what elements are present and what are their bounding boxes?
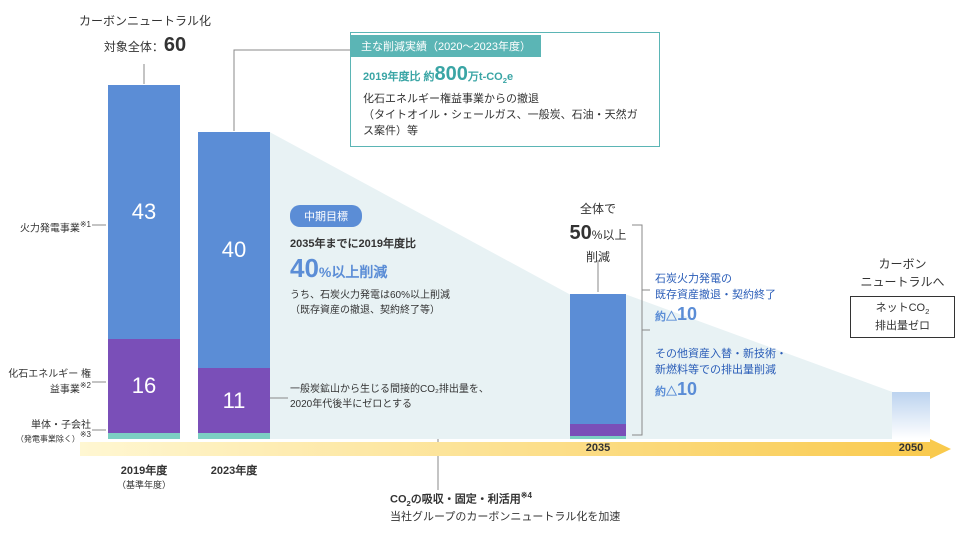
callout-results-title: 主な削減実績（2020〜2023年度） <box>351 35 541 57</box>
callout-results: 主な削減実績（2020〜2023年度） 2019年度比 約800万t-CO2e … <box>350 32 660 147</box>
callout-results-headline: 2019年度比 約800万t-CO2e <box>363 63 647 86</box>
xlabel-2019: 2019年度（基準年度） <box>96 462 192 491</box>
bar-2019-kaseki: 16 <box>108 339 180 433</box>
bar-2035-karyoku <box>570 294 626 424</box>
xlabel-2023: 2023年度 <box>188 462 280 478</box>
bracket-item-1: 石炭火力発電の 既存資産撤退・契約終了 約△10 <box>655 270 825 325</box>
x-axis <box>80 439 951 459</box>
bar-2035-kaseki <box>570 424 626 436</box>
bracket-item-2: その他資産入替・新技術・ 新燃料等での排出量削減 約△10 <box>655 345 825 400</box>
xlabel-2035: 2035 <box>548 442 648 454</box>
callout-results-body: 化石エネルギー権益事業からの撤退 （タイトオイル・シェールガス、一般炭、石油・天… <box>363 90 647 138</box>
annot-2019-total: カーボンニュートラル化 対象全体：60 <box>70 12 220 60</box>
midgoal-line1: 2035年までに2019年度比 <box>290 235 520 251</box>
netzero-box: ネットCO2排出量ゼロ <box>850 296 955 338</box>
carbon-neutral-chart: 火力発電事業※1 化石エネルギー 権益事業※2 単体・子会社（発電事業除く）※3… <box>0 0 961 546</box>
annot-2050: カーボン ニュートラルへ ネットCO2排出量ゼロ <box>850 255 955 338</box>
bar-2019-karyoku: 43 <box>108 85 180 339</box>
annot-2035: 全体で 50%以上 削減 <box>548 200 648 266</box>
xlabel-2050: 2050 <box>876 442 946 454</box>
midgoal-block: 中期目標 2035年までに2019年度比 40%以上削減 うち、石炭火力発電は6… <box>290 205 520 316</box>
bar-2023-karyoku: 40 <box>198 132 270 368</box>
midgoal-sub: うち、石炭火力発電は60%以上削減 （既存資産の撤退、契約終了等） <box>290 286 520 316</box>
coal-mine-note: 一般炭鉱山から生じる間接的CO₂排出量を、 2020年代後半にゼロとする <box>290 380 540 410</box>
timeline-arrow <box>80 439 951 459</box>
midgoal-pct: 40%以上削減 <box>290 253 520 284</box>
footer-note: CO2の吸収・固定・利活用※4 当社グループのカーボンニュートラル化を加速 <box>390 490 790 526</box>
bar-2023-kaseki: 11 <box>198 368 270 433</box>
bar-2050-final <box>892 392 930 439</box>
midgoal-tag: 中期目標 <box>290 205 362 227</box>
